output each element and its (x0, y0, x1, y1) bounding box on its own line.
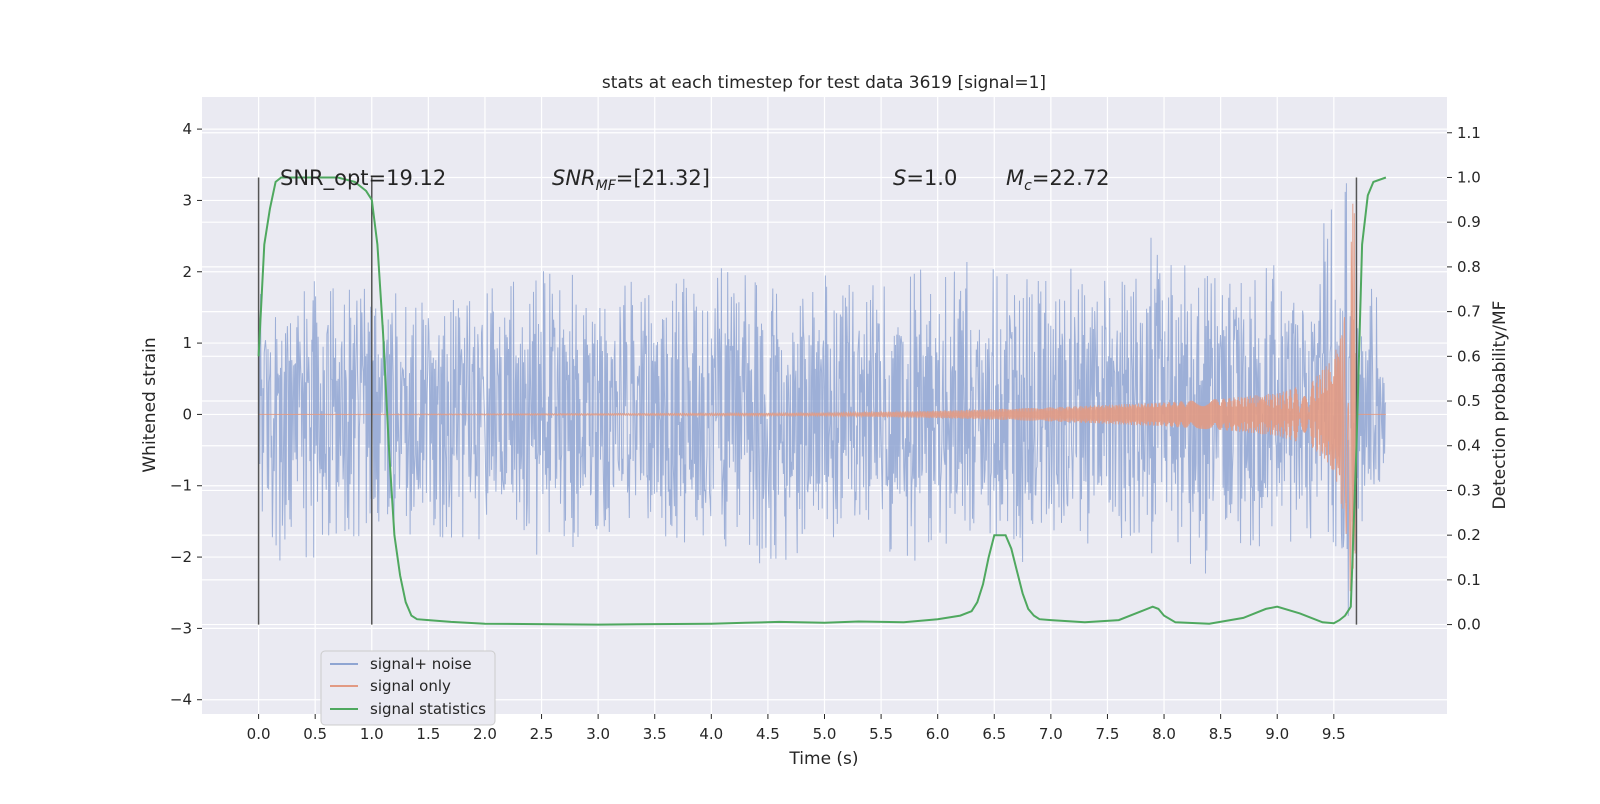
y-tick-label: −2 (170, 548, 192, 566)
x-tick-label: 2.0 (473, 725, 497, 743)
y-right-tick-label: 0.6 (1457, 347, 1481, 365)
annotation-mc-tail: =22.72 (1032, 166, 1110, 190)
y-right-tick-labels: 1.1 1.0 0.9 0.8 0.7 0.6 0.5 0.4 0.3 0.2 0.1 0.0 (1447, 124, 1481, 634)
y-right-tick-label: 0.5 (1457, 392, 1481, 410)
stats-layer (257, 176, 1387, 626)
x-tick-label: 5.5 (869, 725, 893, 743)
y-tick-label: −4 (170, 691, 192, 709)
y-tick-label: −3 (170, 619, 192, 637)
x-tick-label: 6.0 (926, 725, 950, 743)
annotation-mc-label: M (1006, 166, 1024, 190)
annotation-snr-mf-label: SNR (552, 166, 596, 190)
annotation-snr-mf-sub: MF (596, 178, 617, 194)
legend-label-signal-noise: signal+ noise (370, 655, 472, 673)
x-tick-label: 0.0 (247, 725, 271, 743)
chart-title: stats at each timestep for test data 361… (602, 73, 1046, 93)
y-tick-label: −1 (170, 477, 192, 495)
y-right-tick-label: 0.8 (1457, 258, 1481, 276)
x-tick-label: 1.0 (360, 725, 384, 743)
data-layer (258, 183, 1387, 616)
x-tick-label: 9.5 (1322, 725, 1346, 743)
x-tick-label: 1.5 (416, 725, 440, 743)
x-tick-label: 6.5 (982, 725, 1006, 743)
y-tick-label: 0 (182, 405, 192, 423)
series-signal-statistics-line (257, 176, 1387, 626)
y-tick-label: 4 (182, 120, 192, 138)
legend-label-signal-statistics: signal statistics (370, 700, 486, 718)
x-tick-labels: 0.0 0.5 1.0 1.5 2.0 2.5 3.0 3.5 4.0 4.5 5.0 5.5 6.0 6… (247, 714, 1346, 743)
x-tick-label: 7.5 (1096, 725, 1120, 743)
legend-box (320, 650, 496, 726)
series-signal-noise-line (258, 183, 1387, 616)
x-tick-label: 8.0 (1152, 725, 1176, 743)
x-tick-label: 8.5 (1209, 725, 1233, 743)
annotation-s-label: S (893, 166, 906, 190)
annotation-snr-opt: SNR_opt=19.12 (280, 166, 446, 191)
x-tick-label: 3.5 (643, 725, 667, 743)
annotation-s: S=1.0 (893, 166, 957, 190)
series-signal-only-line (258, 203, 1386, 592)
x-tick-label: 3.0 (586, 725, 610, 743)
y-tick-label: 2 (182, 263, 192, 281)
y-right-tick-label: 0.3 (1457, 481, 1481, 499)
y-tick-label: 3 (182, 191, 192, 209)
legend-label-signal-only: signal only (370, 677, 451, 695)
vertical-markers (257, 177, 1358, 625)
y-right-tick-label: 0.2 (1457, 526, 1481, 544)
x-tick-label: 0.5 (303, 725, 327, 743)
annotation-s-tail: =1.0 (906, 166, 957, 190)
annotation-mc: Mc=22.72 (1006, 166, 1110, 194)
y-tick-label: 1 (182, 334, 192, 352)
y-right-tick-label: 1.0 (1457, 168, 1481, 186)
y-right-tick-label: 0.9 (1457, 213, 1481, 231)
x-axis-label: Time (s) (788, 749, 858, 769)
x-tick-label: 4.5 (756, 725, 780, 743)
y-right-tick-label: 1.1 (1457, 124, 1481, 142)
y-right-axis-label: Detection probability/MF (1490, 301, 1510, 510)
x-tick-label: 9.0 (1265, 725, 1289, 743)
annotation-snr-mf: SNRMF=[21.32] (552, 166, 710, 194)
x-tick-label: 5.0 (813, 725, 837, 743)
y-axis-label: Whitened strain (140, 337, 160, 472)
y-right-tick-label: 0.0 (1457, 616, 1481, 634)
annotation-snr-mf-tail: =[21.32] (616, 166, 710, 190)
y-right-tick-label: 0.4 (1457, 437, 1481, 455)
x-tick-label: 4.0 (699, 725, 723, 743)
x-tick-label: 2.5 (530, 725, 554, 743)
x-tick-label: 7.0 (1039, 725, 1063, 743)
annotation-mc-sub: c (1024, 178, 1032, 194)
y-right-tick-label: 0.1 (1457, 571, 1481, 589)
y-right-tick-label: 0.7 (1457, 303, 1481, 321)
y-tick-labels: 4 3 2 1 0 −1 −2 −3 −4 (170, 120, 202, 709)
legend: signal+ noise signal only signal statist… (320, 650, 496, 726)
